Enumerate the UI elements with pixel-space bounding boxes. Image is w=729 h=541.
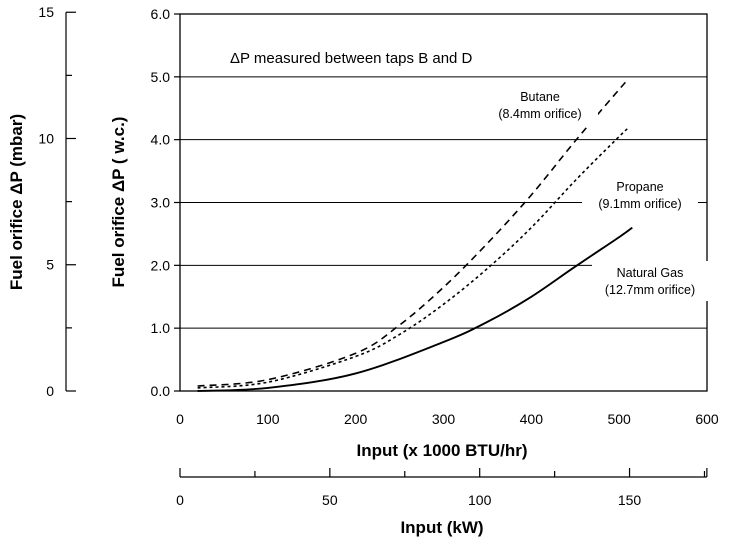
mbar-tick-label-3: 15 — [38, 4, 54, 20]
x-axis-label: Input (x 1000 BTU/hr) — [357, 441, 528, 460]
x-tick-label-4: 400 — [520, 411, 544, 427]
kw-tick-label-2: 100 — [468, 492, 492, 508]
x-tick-label-0: 0 — [176, 411, 184, 427]
y-tick-label-5: 5.0 — [151, 69, 171, 85]
y-tick-label-4: 4.0 — [151, 132, 171, 148]
series-label-butane: Butane — [520, 90, 560, 104]
mbar-tick-label-1: 5 — [46, 257, 54, 273]
y-axis-label: Fuel orifice ΔP ( w.c.) — [109, 117, 128, 288]
series-sublabel-natural-gas: (12.7mm orifice) — [605, 283, 695, 297]
mbar-tick-label-2: 10 — [38, 130, 54, 146]
y-tick-label-3: 3.0 — [151, 195, 171, 211]
series-line-propane — [197, 127, 629, 389]
kw-axis-label: Input (kW) — [400, 518, 483, 537]
mbar-tick-label-0: 0 — [46, 383, 54, 399]
y-tick-label-2: 2.0 — [151, 257, 171, 273]
annotation-text: ΔP measured between taps B and D — [230, 50, 473, 67]
y-tick-label-6: 6.0 — [151, 6, 171, 22]
series-label-natural-gas: Natural Gas — [617, 266, 684, 280]
series-group: Butane (8.4mm orifice) Propane (9.1mm orifi… — [197, 79, 708, 392]
series-line-natural-gas — [197, 226, 633, 392]
mbar-axis-label: Fuel orifice ΔP (mbar) — [7, 114, 26, 290]
series-label-bg-natural-gas — [592, 261, 708, 301]
x-tick-label-1: 100 — [256, 411, 280, 427]
kw-tick-label-3: 150 — [618, 492, 642, 508]
kw-tick-label-0: 0 — [176, 492, 184, 508]
x-axis-ticks: 0 100 200 300 400 500 600 — [176, 411, 719, 427]
series-label-bg-butane — [482, 85, 598, 125]
y-tick-label-1: 1.0 — [151, 320, 171, 336]
mbar-axis: 0 5 10 15 — [38, 4, 76, 399]
kw-axis: 0 50 100 150 — [176, 468, 708, 508]
y-tick-label-0: 0.0 — [151, 383, 171, 399]
x-tick-label-2: 200 — [344, 411, 368, 427]
series-sublabel-propane: (9.1mm orifice) — [598, 197, 681, 211]
y-axis-ticks: 0.0 1.0 2.0 3.0 4.0 5.0 6.0 — [151, 6, 180, 399]
series-line-butane — [197, 79, 629, 387]
series-sublabel-butane: (8.4mm orifice) — [498, 107, 581, 121]
x-tick-label-6: 600 — [695, 411, 719, 427]
kw-tick-label-1: 50 — [322, 492, 338, 508]
x-tick-label-3: 300 — [432, 411, 456, 427]
series-label-propane: Propane — [616, 180, 663, 194]
series-label-bg-propane — [582, 175, 698, 215]
x-tick-label-5: 500 — [607, 411, 631, 427]
